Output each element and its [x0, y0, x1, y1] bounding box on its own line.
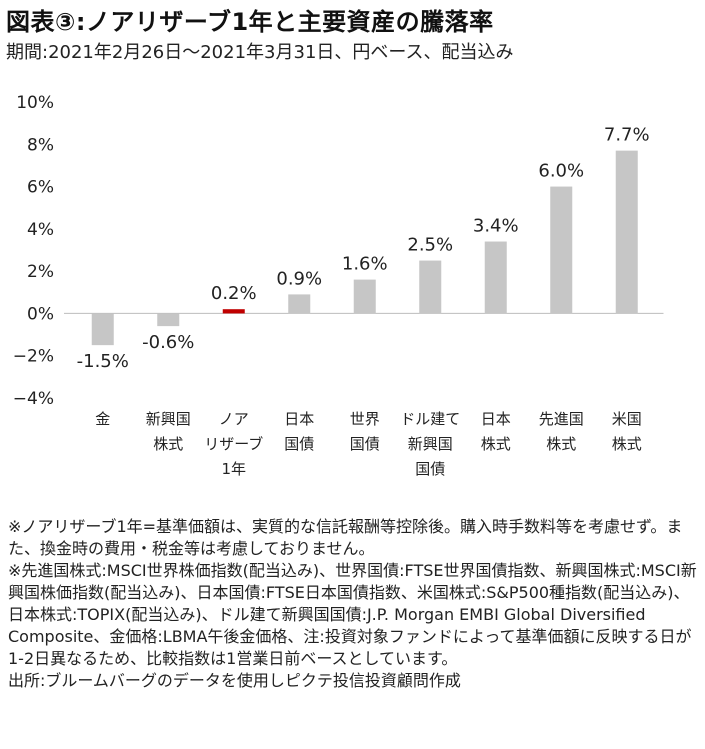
data-label: 3.4%: [473, 216, 519, 237]
bar: [222, 309, 245, 314]
y-tick-label: 10%: [16, 93, 54, 113]
data-label: -0.6%: [142, 332, 194, 353]
bar: [419, 260, 442, 314]
data-label: 6.0%: [538, 161, 584, 182]
footnote-indices: ※先進国株式:MSCI世界株価指数(配当込み)、世界国債:FTSE世界国債指数、…: [8, 561, 697, 668]
data-label: 0.2%: [211, 283, 257, 304]
chart-subtitle: 期間:2021年2月26日～2021年3月31日、円ベース、配当込み: [6, 42, 514, 63]
data-label: 1.6%: [342, 254, 388, 275]
data-label: -1.5%: [77, 351, 129, 372]
data-label: 7.7%: [604, 125, 650, 146]
y-tick-label: 8%: [27, 135, 54, 155]
y-tick-label: 4%: [27, 220, 54, 240]
y-tick-label: −2%: [13, 347, 54, 367]
x-tick-label: 先進国株式: [539, 410, 584, 453]
chart-title: 図表③:ノアリザーブ1年と主要資産の騰落率: [6, 8, 494, 36]
footnote-source: 出所:ブルームバーグのデータを使用しピクテ投信投資顧問作成: [8, 671, 461, 690]
bar: [615, 150, 638, 314]
x-tick-label: 日本国債: [284, 410, 314, 453]
footnote-noah-reserve: ※ノアリザーブ1年=基準価額は、実質的な信託報酬等控除後。購入時手数料等を考慮せ…: [8, 517, 683, 558]
y-tick-label: 0%: [27, 304, 54, 324]
bar: [91, 313, 114, 346]
bar: [157, 313, 180, 327]
x-tick-label: 米国株式: [612, 410, 642, 453]
bar: [550, 186, 573, 314]
bar-chart: 10% 8% 6% 4% 2% 0% −2% −4% -1.5% 金 -0.6% 新興国株式 0.2% ノ…: [13, 93, 664, 478]
bar: [288, 294, 311, 314]
x-tick-label: ドル建て新興国国債: [400, 410, 460, 478]
footnotes: ※ノアリザーブ1年=基準価額は、実質的な信託報酬等控除後。購入時手数料等を考慮せ…: [8, 516, 700, 692]
data-label: 2.5%: [407, 235, 453, 256]
x-tick-label: 日本株式: [481, 410, 511, 453]
x-tick-label: 新興国株式: [146, 410, 191, 453]
bar: [484, 241, 507, 314]
y-tick-label: 2%: [27, 262, 54, 282]
x-tick-label: 世界国債: [350, 410, 380, 453]
x-tick-label: 金: [95, 410, 110, 428]
x-tick-label: ノアリザーブ 1年: [204, 410, 263, 478]
y-tick-label: −4%: [13, 389, 54, 409]
bar: [353, 279, 376, 314]
data-label: 0.9%: [276, 268, 322, 289]
y-tick-label: 6%: [27, 178, 54, 198]
